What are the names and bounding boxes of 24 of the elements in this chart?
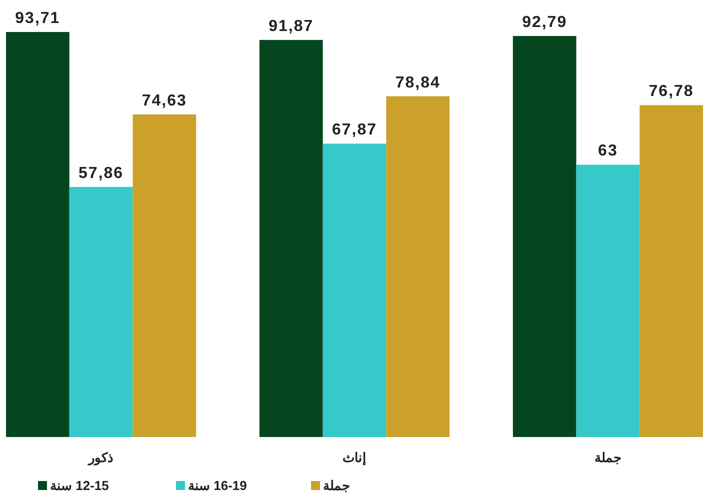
data-label: 74,63: [142, 92, 187, 110]
bar: [386, 96, 450, 437]
legend-label: 12-15 سنة: [50, 478, 109, 493]
bar: [322, 144, 386, 437]
x-tick-label: جملة: [594, 450, 622, 465]
legend-label: 16-19 سنة: [188, 478, 247, 493]
data-label: 57,86: [78, 164, 124, 182]
bar: [640, 105, 703, 437]
bar: [259, 40, 323, 437]
data-label: 63: [598, 142, 618, 160]
data-label: 78,84: [395, 74, 440, 92]
data-label: 93,71: [15, 10, 60, 27]
bar: [69, 186, 133, 437]
legend-label: جملة: [323, 478, 350, 493]
bar: [512, 36, 576, 437]
data-label: 92,79: [522, 14, 568, 31]
data-label: 91,87: [268, 18, 314, 35]
x-tick-label: ذكور: [88, 450, 114, 466]
data-label: 76,78: [648, 83, 694, 100]
bar: [576, 164, 640, 437]
bar: [132, 114, 196, 437]
x-tick-label: إناث: [342, 450, 366, 466]
bar: [6, 32, 70, 437]
data-label: 67,87: [332, 122, 378, 139]
